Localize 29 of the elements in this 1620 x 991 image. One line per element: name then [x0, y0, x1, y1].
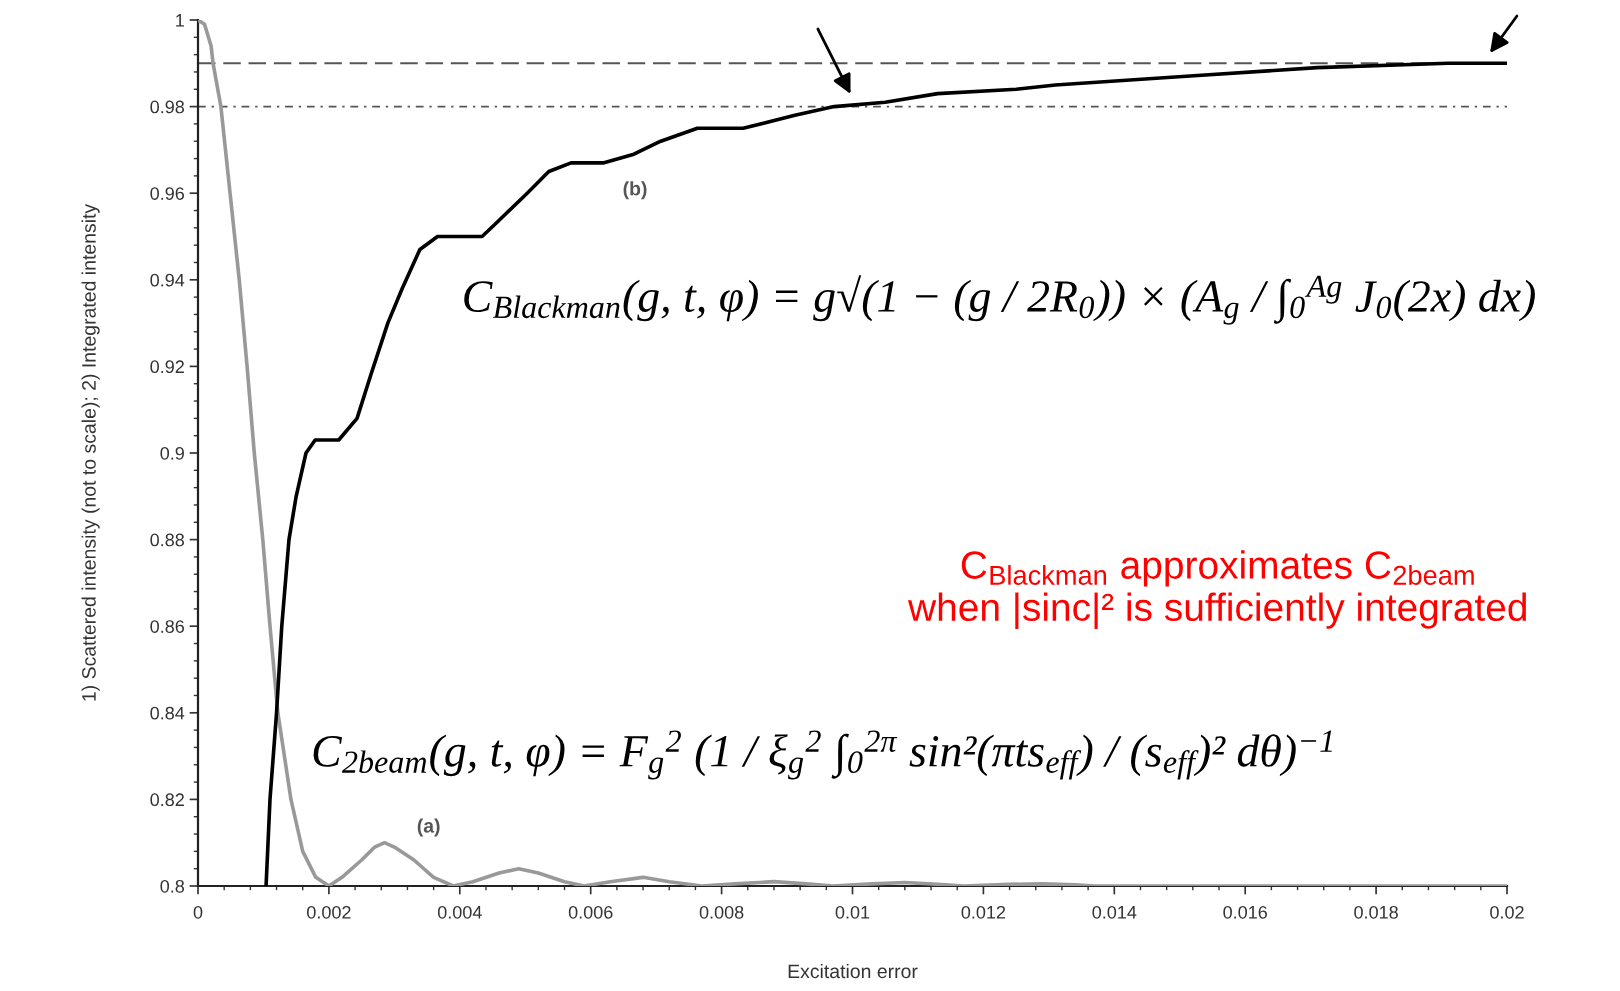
- y-axis-title: 1) Scattered intensity (not to scale); 2) Integrated intensity: [81, 203, 100, 701]
- y-tick-label: 0.86: [150, 620, 185, 633]
- annotation: C$_{Blackman}$ approximates C$_{2beam}$ when |sinc|² is sufficiently integrated: [907, 550, 1526, 629]
- x-tick-label: 0.01: [835, 905, 870, 919]
- text: C$_{Blackman}$(g, t, φ) = g√(1 − (g / 2R$_{0}$)) × (A$_{g}$ / ∫$_{0}$$^{Ag}$ J$_{0}$(2x) dx): [464, 275, 1535, 325]
- x-tick-label: 0.016: [1223, 905, 1267, 919]
- x-tick-label: 0.008: [699, 905, 744, 919]
- x-tick-label: 0.004: [437, 905, 482, 919]
- y-tick-label: 0.8: [160, 879, 185, 893]
- y-tick-label: 0.98: [150, 100, 185, 114]
- y-tick-label: 0.92: [150, 360, 184, 374]
- y-tick-label: 0.96: [150, 187, 185, 200]
- x-tick-label: 0.014: [1092, 905, 1137, 919]
- y-tick-label: 1: [176, 14, 184, 27]
- x-tick-label: 0.018: [1354, 905, 1398, 919]
- y-tick-label: 0.84: [150, 706, 185, 720]
- x-tick-label: 0.002: [307, 905, 351, 919]
- x-tick-label: 0: [193, 905, 203, 919]
- y-tick-label: 0.88: [150, 533, 185, 547]
- x-tick-label: 0.006: [568, 905, 613, 919]
- x-tick-label: 0.012: [961, 905, 1006, 919]
- y-tick-label: 0.82: [150, 793, 184, 807]
- x-axis-title: Excitation error: [788, 963, 918, 979]
- annotation: (a): [417, 818, 440, 837]
- annotation: (b): [623, 181, 647, 200]
- y-tick-label: 0.9: [160, 446, 184, 460]
- text: C$_{2beam}$(g, t, φ) = F$_{g}$$^{2}$ (1 / ξ$_{g}$$^{2}$ ∫$_{0}$$^{2π}$ sin²(πts$_{eff}$) / (s$_{eff}$)² dθ)$^{−1}$: [313, 730, 1332, 780]
- x-tick-label: 0.02: [1490, 905, 1524, 919]
- y-tick-label: 0.94: [150, 273, 185, 287]
